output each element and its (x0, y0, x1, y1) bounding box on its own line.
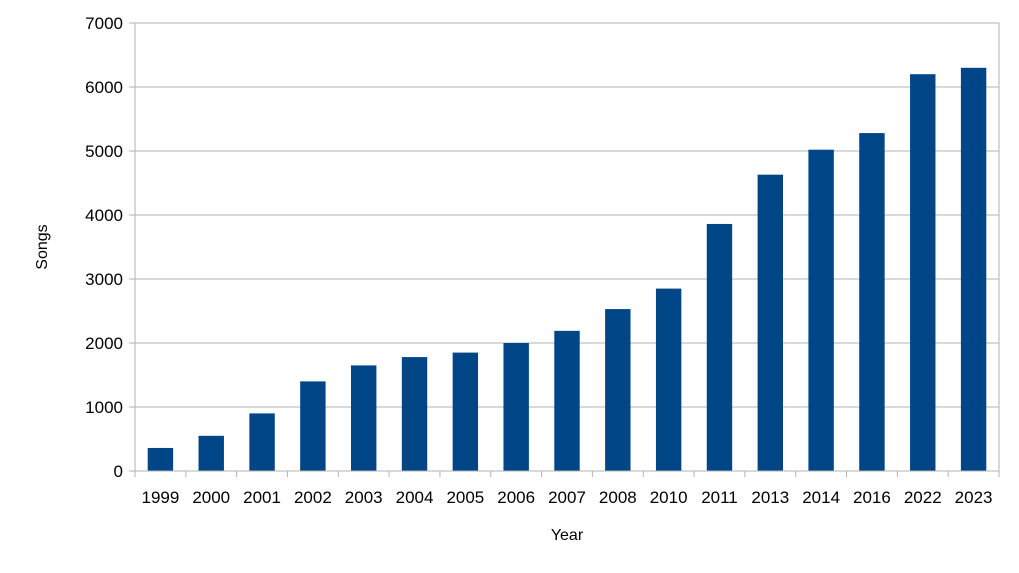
x-tick-label: 2008 (599, 488, 637, 507)
y-tick-label: 3000 (85, 270, 123, 289)
y-tick-label: 4000 (85, 206, 123, 225)
bars (147, 67, 987, 472)
bar-2010 (655, 288, 682, 471)
bar-2005 (452, 352, 479, 471)
x-tick-label: 2022 (904, 488, 942, 507)
x-axis-title: Year (551, 527, 584, 544)
y-axis-ticks: 0 1000 2000 3000 4000 5000 6000 7000 (85, 14, 135, 481)
x-tick-label: 2007 (548, 488, 586, 507)
bar-2008 (605, 309, 631, 471)
bar-2007 (554, 330, 580, 471)
bar-2011 (706, 223, 733, 471)
bar-2002 (300, 381, 326, 471)
x-tick-label: 2014 (802, 488, 840, 507)
x-tick-label: 2000 (192, 488, 230, 507)
x-tick-label: 2006 (497, 488, 535, 507)
x-tick-label: 2002 (294, 488, 332, 507)
y-axis-title: Songs (34, 224, 51, 269)
x-tick-label: 2013 (751, 488, 789, 507)
bar-2001 (249, 413, 275, 471)
x-tick-label: 2003 (345, 488, 383, 507)
y-tick-label: 7000 (85, 14, 123, 33)
y-tick-label: 6000 (85, 78, 123, 97)
x-axis-ticks: 1999 2000 2001 2002 2003 2004 2005 2006 2007 2008… (134, 471, 1000, 507)
bar-2013 (757, 174, 783, 471)
bar-1999 (147, 447, 174, 471)
x-tick-label: 2011 (701, 488, 738, 507)
y-tick-label: 0 (114, 462, 123, 481)
bar-2000 (198, 435, 224, 471)
bar-2004 (401, 357, 428, 471)
x-tick-label: 2005 (446, 488, 484, 507)
y-tick-label: 2000 (85, 334, 123, 353)
bar-2022 (910, 74, 936, 471)
bar-2014 (808, 149, 834, 471)
x-tick-label: 2023 (955, 488, 993, 507)
bar-2003 (351, 365, 377, 471)
x-tick-label: 2004 (396, 488, 434, 507)
x-tick-label: 2001 (243, 488, 281, 507)
bar-2006 (503, 343, 529, 471)
x-tick-label: 1999 (141, 488, 179, 507)
bar-2023 (960, 67, 987, 472)
y-tick-label: 5000 (85, 142, 123, 161)
x-tick-label: 2016 (853, 488, 891, 507)
x-tick-label: 2010 (650, 488, 688, 507)
plot-frame (134, 22, 1000, 472)
bar-2016 (859, 133, 885, 471)
y-tick-label: 1000 (85, 398, 123, 417)
